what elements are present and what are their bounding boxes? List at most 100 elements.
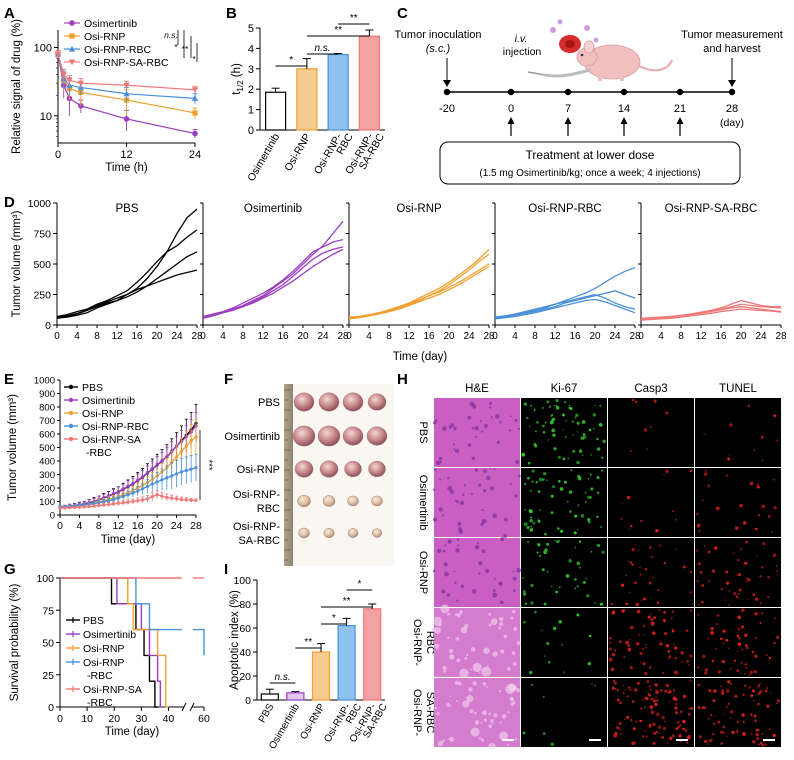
he-nucleus (472, 404, 477, 409)
panel-b-ylabel: t1/2 (h) (231, 63, 245, 95)
fluorescence-spot (725, 638, 729, 642)
tumor-photo (323, 528, 335, 538)
fluorescence-image (521, 538, 607, 607)
panel-d-xtick-label: 8 (678, 331, 684, 342)
panel-g-xtick-label: 30 (135, 713, 147, 725)
fluorescence-spot (689, 469, 693, 473)
fluorescence-spot (680, 651, 684, 655)
fluorescence-spot (544, 533, 547, 536)
fluorescence-spot (558, 480, 561, 483)
fluorescence-spot (727, 680, 731, 684)
he-nucleus (480, 722, 483, 724)
fluorescence-spot (613, 609, 615, 611)
he-nucleus (499, 420, 502, 424)
fluorescence-spot (668, 655, 672, 658)
fluorescence-spot (630, 719, 633, 722)
injection-arrowhead (676, 117, 684, 124)
panel-e-point (92, 504, 96, 508)
fluorescence-image (521, 398, 607, 467)
treatment-box (439, 141, 741, 185)
panel-d-xtick-label: 16 (131, 331, 143, 342)
fluorescence-spot (728, 647, 730, 649)
fluorescence-spot (634, 720, 638, 723)
fluorescence-spot (701, 499, 704, 502)
fluorescence-spot (639, 651, 643, 656)
fluorescence-spot (737, 558, 740, 562)
fluorescence-spot (669, 736, 673, 741)
panel-e-ytick-label: 600 (39, 430, 55, 441)
he-nucleus (453, 426, 457, 431)
ruler (284, 384, 293, 566)
fluorescence-spot (744, 633, 748, 638)
fluorescence-spot (629, 666, 633, 670)
fluorescence-spot (696, 513, 699, 516)
fluorescence-spot (654, 683, 658, 687)
fluorescence-spot (751, 650, 755, 654)
he-nucleus (512, 570, 515, 573)
fluorescence-spot (634, 543, 636, 545)
panel-e-point (121, 487, 125, 491)
panel-a-sig-label: * (192, 54, 196, 64)
fluorescence-spot (575, 413, 579, 417)
fluorescence-spot (674, 706, 678, 710)
panel-e-point (126, 493, 130, 497)
panel-a-point (123, 82, 130, 89)
he-nucleus (469, 668, 472, 671)
panel-a-sig-label: * (174, 42, 178, 52)
fluorescence-spot (543, 602, 547, 606)
he-nucleus (457, 521, 462, 526)
he-nucleus (432, 517, 438, 522)
fluorescence-spot (674, 670, 678, 675)
fluorescence-spot (658, 732, 661, 735)
he-nucleus (447, 539, 452, 544)
tumor-photo (347, 495, 359, 507)
fluorescence-spot (550, 585, 553, 588)
fluorescence-spot (578, 540, 582, 543)
he-nucleus (499, 600, 504, 605)
fluorescence-spot (632, 727, 636, 731)
panel-i-ytick-label: 20 (239, 671, 251, 683)
panel-g-survival-curve (193, 628, 205, 656)
he-nucleus (493, 577, 496, 580)
fluorescence-spot (707, 484, 711, 488)
fluorescence-spot (648, 581, 652, 585)
fluorescence-spot (563, 480, 567, 484)
he-nucleus (478, 572, 481, 575)
fluorescence-spot (555, 404, 558, 407)
fluorescence-spot (697, 706, 701, 709)
he-nucleus (443, 544, 447, 547)
panel-d-curve (640, 308, 782, 321)
panel-d-xtick-label: 12 (549, 331, 561, 342)
tumor-photo (318, 392, 340, 412)
fluorescence-spot (701, 601, 704, 604)
he-nucleus (493, 468, 496, 471)
fluorescence-spot (689, 591, 693, 594)
fluorescence-image (695, 538, 781, 607)
panel-d-xtick-label: 4 (220, 331, 226, 342)
fluorescence-spot (652, 731, 657, 735)
he-nucleus (441, 514, 445, 517)
he-necrosis (501, 714, 507, 719)
tumor-photo (367, 393, 387, 411)
fluorescence-spot (576, 431, 578, 433)
fluorescence-spot (722, 713, 725, 716)
he-nucleus (444, 571, 449, 577)
fluorescence-spot (737, 628, 740, 631)
panel-a-ylabel: Relative signal of drug (%) (11, 19, 23, 154)
panel-d-curve (56, 269, 198, 318)
fluorescence-spot (755, 728, 759, 732)
fluorescence-image (608, 398, 694, 467)
he-nucleus (480, 419, 483, 422)
panel-e-legend-label: -RBC (86, 447, 112, 459)
fluorescence-spot (665, 683, 670, 688)
panel-e-point (179, 497, 184, 502)
he-nucleus (432, 488, 436, 492)
fluorescence-spot (704, 545, 706, 547)
panel-b-bar (327, 53, 349, 131)
fluorescence-spot (715, 623, 718, 626)
panel-i-ytick-label: 0 (245, 695, 251, 707)
he-nucleus (510, 616, 514, 620)
fluorescence-spot (668, 689, 670, 691)
he-nucleus (510, 697, 514, 702)
fluorescence-spot (661, 736, 665, 739)
